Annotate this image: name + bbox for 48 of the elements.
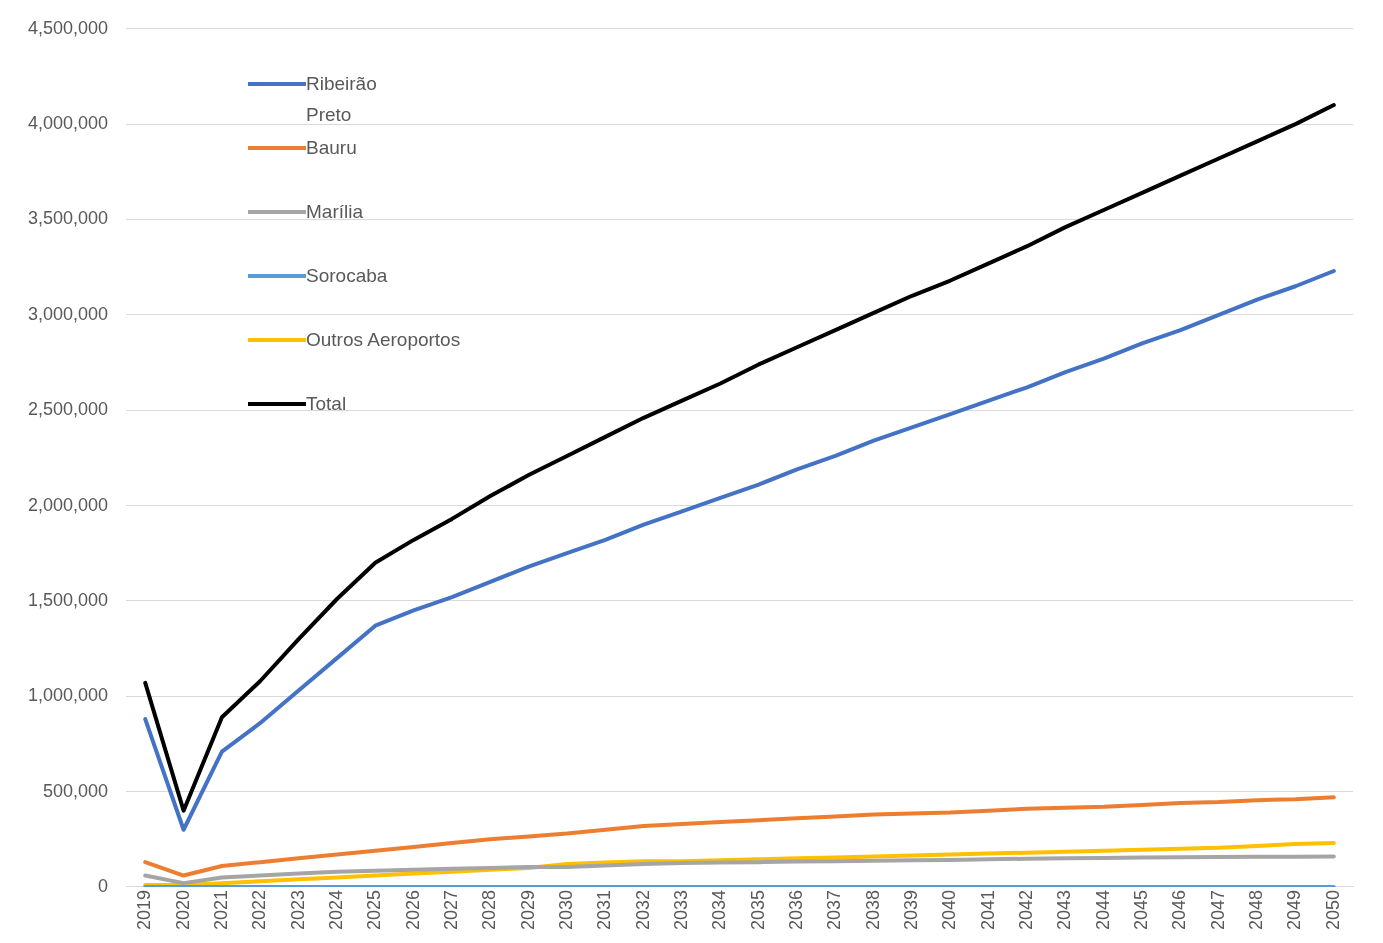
- x-tick-label: 2030: [555, 889, 576, 930]
- x-tick-label: 2035: [747, 889, 768, 930]
- legend-label: Outros Aeroportos: [306, 328, 462, 352]
- x-tick-label: 2024: [325, 889, 346, 930]
- x-tick-label: 2036: [786, 889, 807, 930]
- y-tick-label: 3,500,000: [28, 208, 109, 229]
- y-tick-label: 4,000,000: [28, 113, 109, 134]
- y-tick-label: 3,000,000: [28, 303, 109, 324]
- x-tick-label: 2042: [1016, 889, 1037, 930]
- x-tick-label: 2050: [1322, 889, 1343, 930]
- y-tick-label: 1,500,000: [28, 589, 109, 610]
- legend-label: Total: [306, 392, 348, 416]
- x-tick-label: 2043: [1054, 889, 1075, 930]
- x-tick-label: 2032: [632, 889, 653, 930]
- legend-label: Sorocaba: [306, 264, 389, 288]
- x-tick-label: 2049: [1284, 889, 1305, 930]
- x-tick-label: 2040: [939, 889, 960, 930]
- x-tick-label: 2026: [402, 889, 423, 930]
- x-tick-label: 2044: [1092, 889, 1113, 930]
- x-tick-label: 2038: [862, 889, 883, 930]
- x-tick-label: 2037: [824, 889, 845, 930]
- x-tick-label: 2019: [134, 889, 155, 930]
- legend-label: Ribeirão Preto: [306, 72, 378, 127]
- x-tick-label: 2033: [671, 889, 691, 930]
- legend-label: Marília: [306, 200, 364, 224]
- legend-label: Bauru: [306, 136, 358, 160]
- x-tick-label: 2020: [172, 889, 193, 930]
- x-tick-label: 2031: [594, 889, 615, 930]
- x-tick-label: 2041: [977, 889, 998, 930]
- x-tick-label: 2039: [901, 889, 922, 930]
- x-tick-label: 2023: [287, 889, 308, 930]
- x-tick-label: 2021: [210, 889, 231, 930]
- y-tick-label: 2,500,000: [28, 399, 109, 420]
- x-tick-label: 2046: [1169, 889, 1190, 930]
- y-tick-label: 1,000,000: [28, 685, 109, 706]
- x-tick-label: 2022: [249, 889, 270, 930]
- x-tick-label: 2028: [479, 889, 500, 930]
- y-tick-label: 500,000: [43, 780, 109, 801]
- x-tick-label: 2025: [364, 889, 385, 930]
- y-tick-label: 2,000,000: [28, 494, 109, 515]
- y-tick-label: 0: [98, 875, 109, 896]
- x-tick-label: 2047: [1207, 889, 1228, 930]
- y-tick-label: 4,500,000: [28, 17, 109, 38]
- x-tick-label: 2045: [1131, 889, 1152, 930]
- x-tick-label: 2034: [709, 889, 730, 930]
- x-tick-label: 2027: [440, 889, 461, 930]
- x-tick-label: 2029: [517, 889, 538, 930]
- x-tick-label: 2048: [1246, 889, 1267, 930]
